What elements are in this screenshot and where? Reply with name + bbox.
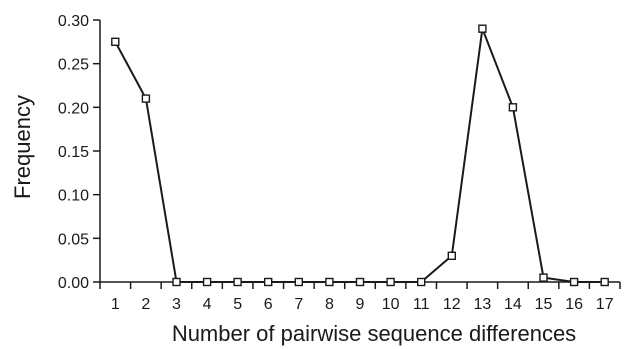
data-point xyxy=(600,277,609,287)
data-point xyxy=(417,277,426,287)
y-axis-ticks: 0.00 0.05 0.10 0.15 0.20 0.25 0.30 xyxy=(58,13,100,292)
x-tick-label: 1 xyxy=(111,296,120,313)
y-tick-label: 0.00 xyxy=(58,275,89,292)
data-point xyxy=(478,24,487,33)
x-axis-ticks: 1 2 3 4 5 6 7 8 9 10 11 12 13 14 15 16 17 xyxy=(99,282,621,313)
data-point xyxy=(325,277,334,287)
y-axis-title: Frequency xyxy=(10,95,35,199)
y-tick-label: 0.30 xyxy=(58,13,89,30)
x-tick-label: 4 xyxy=(203,296,212,313)
data-point xyxy=(294,277,303,287)
data-point xyxy=(264,277,273,287)
data-point xyxy=(111,37,120,46)
axes xyxy=(99,20,620,283)
x-tick-label: 6 xyxy=(264,296,273,313)
data-point xyxy=(355,277,365,287)
data-point xyxy=(569,277,579,287)
y-tick-label: 0.05 xyxy=(58,231,89,248)
data-point xyxy=(172,277,181,287)
data-point xyxy=(386,277,395,287)
x-tick-label: 15 xyxy=(535,296,553,313)
x-tick-label: 16 xyxy=(565,296,583,313)
data-point xyxy=(447,251,456,261)
y-tick-label: 0.25 xyxy=(58,57,89,74)
data-point xyxy=(141,94,151,103)
x-tick-label: 5 xyxy=(233,296,242,313)
data-point xyxy=(508,103,518,112)
data-point xyxy=(539,273,548,282)
y-tick-label: 0.15 xyxy=(58,144,89,161)
x-tick-label: 17 xyxy=(596,296,614,313)
x-tick-label: 9 xyxy=(356,296,365,313)
series-line xyxy=(114,28,605,283)
y-tick-label: 0.20 xyxy=(58,100,89,117)
x-axis-title: Number of pairwise sequence differences xyxy=(172,321,576,346)
data-point xyxy=(202,277,212,287)
x-tick-label: 13 xyxy=(473,296,491,313)
y-tick-label: 0.10 xyxy=(58,188,89,205)
x-tick-label: 3 xyxy=(172,296,181,313)
x-tick-label: 7 xyxy=(294,296,303,313)
series-layer xyxy=(111,24,609,287)
x-tick-label: 8 xyxy=(325,296,334,313)
x-tick-label: 2 xyxy=(141,296,150,313)
data-point xyxy=(233,277,242,287)
x-tick-label: 14 xyxy=(504,296,522,313)
x-tick-label: 10 xyxy=(382,296,400,313)
x-tick-label: 11 xyxy=(413,296,430,313)
x-tick-label: 12 xyxy=(443,296,461,313)
